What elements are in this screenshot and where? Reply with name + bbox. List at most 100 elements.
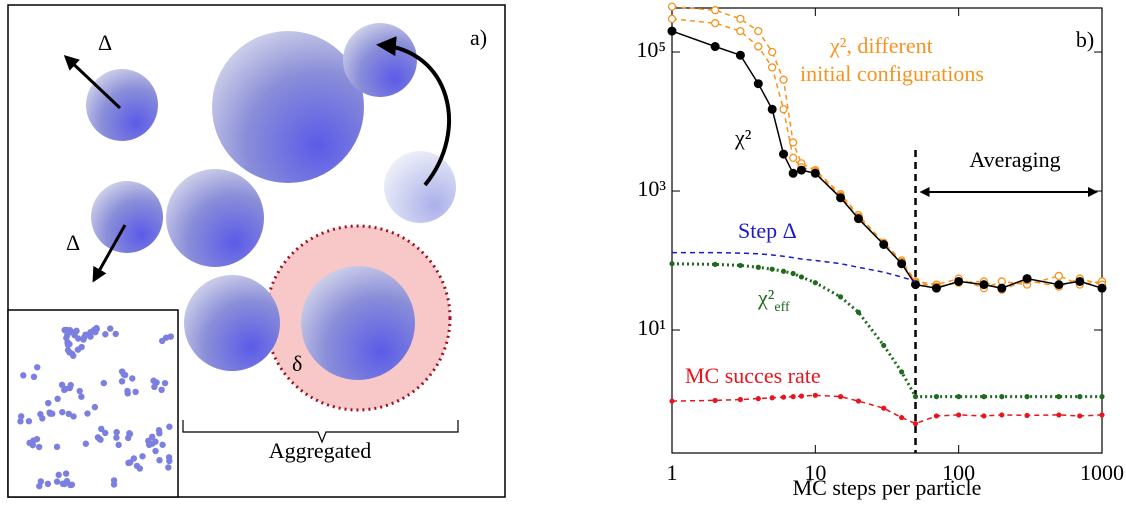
inset-particle [62, 470, 70, 477]
data-point [779, 149, 789, 159]
data-point [1024, 412, 1030, 419]
data-point [999, 412, 1005, 418]
move-arrow [92, 224, 127, 283]
annotation-text: χ², different [829, 33, 933, 58]
panel-label: a) [470, 25, 487, 50]
data-point [779, 105, 788, 114]
inset-particle [65, 410, 72, 418]
data-point [798, 274, 805, 280]
inset-particle [166, 457, 173, 465]
data-point [788, 168, 798, 178]
inset-particle [39, 415, 46, 422]
curved-arrow [376, 36, 451, 187]
inset-particle [74, 335, 82, 342]
inset-particle [129, 375, 136, 382]
annotation: χ², different [829, 33, 933, 58]
inset-particle [159, 441, 166, 448]
data-point [768, 47, 777, 57]
data-point [779, 75, 788, 84]
data-point [999, 394, 1005, 400]
inset-particle [152, 447, 159, 455]
inset-particle [100, 379, 107, 387]
inset-particle [126, 430, 133, 437]
annotation: MC succes rate [685, 363, 821, 388]
inset-particle [82, 440, 90, 447]
annotation: initial configurations [800, 61, 984, 86]
data-point [1056, 394, 1062, 400]
inset-particle [148, 433, 156, 441]
move-arrow [63, 54, 122, 110]
x-axis-label: MC steps per particle [793, 475, 982, 500]
particle-moved [384, 151, 456, 223]
inset-particle [55, 471, 62, 479]
inset-particle [155, 427, 163, 434]
data-point [979, 280, 989, 290]
inset-particle [87, 333, 94, 340]
series-line [672, 251, 916, 283]
data-point [1077, 413, 1083, 419]
series-line [671, 394, 1103, 425]
y-tick-label: 10¹ [637, 315, 666, 340]
inset-particle [49, 410, 56, 417]
data-point [853, 214, 863, 224]
inset-particle [166, 423, 173, 430]
data-point [855, 398, 862, 404]
data-point [899, 369, 905, 375]
data-point [790, 270, 796, 277]
annotation: b) [1076, 27, 1094, 52]
inset-particle [66, 349, 73, 356]
data-point [1099, 412, 1105, 418]
annotation-text: χ² [757, 285, 775, 310]
data-point [933, 394, 940, 400]
inset-particle [118, 378, 126, 385]
inset-particle [133, 462, 141, 470]
annotation-text: b) [1076, 27, 1094, 52]
delta-label: δ [292, 351, 302, 376]
inset-particle [132, 388, 139, 396]
inset-particle [113, 434, 120, 441]
annotation-text: Step Δ [738, 218, 797, 243]
particle [212, 31, 364, 183]
inset-particle [113, 428, 120, 436]
data-point [755, 396, 761, 402]
inset-particle [64, 331, 71, 339]
annotation-text: MC succes rate [685, 363, 821, 388]
data-point [769, 266, 775, 272]
inset-particle [163, 334, 170, 341]
x-tick-label: 10 [804, 460, 826, 485]
inset-particle [25, 418, 33, 425]
data-point [767, 104, 777, 114]
data-point [837, 394, 844, 400]
inset-particle [82, 331, 89, 338]
data-point [897, 259, 907, 269]
inset-particle [93, 325, 100, 333]
data-point [755, 264, 761, 270]
y-tick-label: 10³ [637, 176, 666, 201]
data-point [837, 294, 844, 300]
inset-particle [153, 379, 160, 386]
data-point [710, 19, 720, 28]
data-point [1097, 283, 1107, 293]
data-point [1077, 394, 1083, 400]
data-point [754, 26, 763, 36]
inset-particle [110, 481, 118, 488]
data-point [780, 394, 787, 400]
x-tick-label: 1 [667, 460, 678, 485]
aggregated-label: Aggregated [269, 438, 372, 463]
inset-particle [17, 418, 24, 425]
data-point [1054, 271, 1064, 281]
inset-particle [102, 429, 109, 437]
data-point [879, 240, 889, 250]
data-point [1056, 412, 1062, 418]
data-point [788, 153, 798, 163]
inset-particle [58, 381, 66, 389]
inset-particle [59, 408, 66, 416]
inset [7, 309, 179, 498]
data-point [796, 165, 806, 175]
annotation: Averaging [969, 147, 1060, 172]
data-point [933, 413, 940, 419]
annotation-text: initial configurations [800, 61, 984, 86]
inset-particle [44, 480, 52, 488]
inset-particle [64, 341, 72, 348]
